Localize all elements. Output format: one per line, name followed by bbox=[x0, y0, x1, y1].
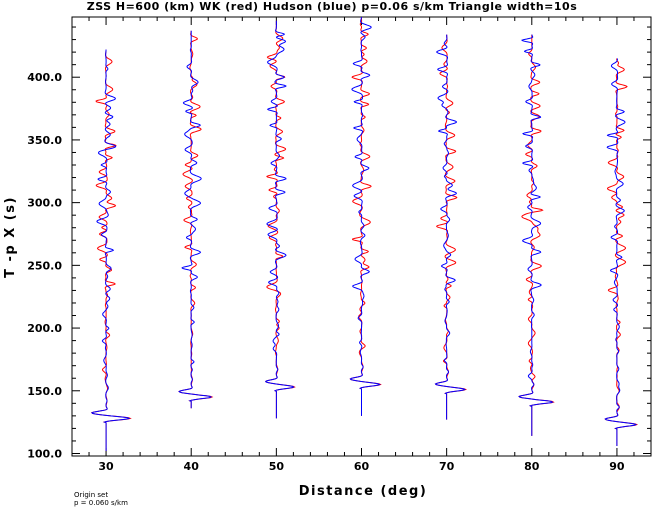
trace-wk-70 bbox=[434, 34, 468, 420]
y-tick-label: 200.0 bbox=[27, 322, 62, 335]
trace-wk-30 bbox=[90, 49, 132, 451]
trace-hudson-90 bbox=[604, 58, 638, 446]
y-tick-label: 300.0 bbox=[27, 197, 62, 210]
y-tick-label: 100.0 bbox=[27, 447, 62, 460]
trace-wk-40 bbox=[178, 30, 214, 409]
axis-ticks: 30 40 50 60 70 80 90 100.0 150.0 200.0 250.0 300.0 3… bbox=[27, 17, 652, 473]
trace-hudson-40 bbox=[178, 30, 213, 409]
footer-slowness-note: p = 0.060 s/km bbox=[74, 499, 128, 507]
trace-hudson-50 bbox=[264, 20, 295, 419]
x-tick-label: 60 bbox=[354, 460, 370, 473]
trace-hudson-70 bbox=[434, 34, 466, 420]
x-tick-label: 70 bbox=[439, 460, 455, 473]
y-tick-label: 350.0 bbox=[27, 134, 62, 147]
y-tick-label: 400.0 bbox=[27, 71, 62, 84]
x-tick-label: 50 bbox=[269, 460, 285, 473]
trace-wk-90 bbox=[604, 58, 639, 446]
chart-title: ZSS H=600 (km) WK (red) Hudson (blue) p=… bbox=[87, 0, 578, 13]
x-axis-label: Distance (deg) bbox=[299, 484, 428, 499]
y-tick-label: 250.0 bbox=[27, 259, 62, 272]
trace-hudson-80 bbox=[518, 34, 554, 436]
trace-hudson-30 bbox=[91, 49, 131, 451]
x-tick-label: 40 bbox=[184, 460, 200, 473]
y-tick-label: 150.0 bbox=[27, 385, 62, 398]
x-tick-label: 30 bbox=[98, 460, 114, 473]
x-tick-label: 80 bbox=[524, 460, 540, 473]
trace-wk-50 bbox=[264, 20, 296, 419]
x-tick-label: 90 bbox=[609, 460, 625, 473]
trace-wk-80 bbox=[518, 34, 555, 436]
y-axis-label: T -p X (s) bbox=[3, 196, 18, 278]
trace-hudson-60 bbox=[349, 17, 381, 416]
footer-origin-note: Origin set bbox=[74, 491, 108, 499]
seismogram-traces bbox=[90, 17, 639, 451]
